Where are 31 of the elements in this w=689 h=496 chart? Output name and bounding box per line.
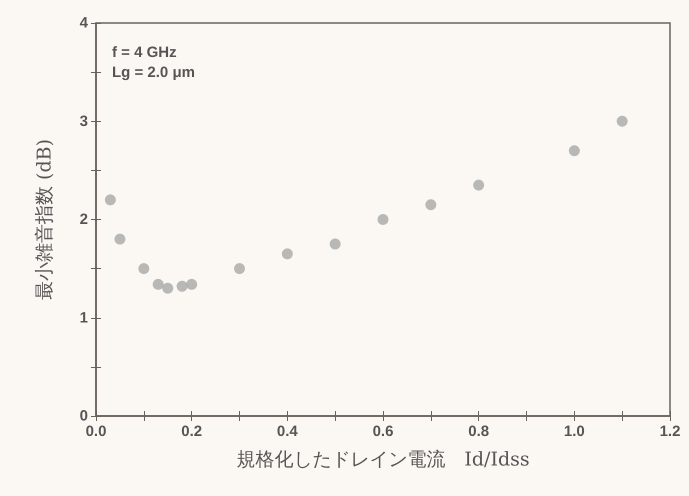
point [378,214,388,225]
x-axis-title: 規格化したドレイン電流 Id/Idss [236,448,530,470]
x-tick-label: 0.6 [372,423,394,440]
point [176,280,188,292]
y-tick-label: 3 [80,112,88,130]
point [114,234,126,245]
point [568,145,580,156]
x-tick-label: 0.8 [468,423,490,440]
text: 0.0 [86,423,106,440]
point [234,263,245,274]
point [186,278,198,290]
point [104,194,116,206]
x-tick-label: 0.2 [181,423,202,440]
point [282,248,293,260]
y-tick-label: 0 [80,408,88,424]
x-tick-label: 1.2 [660,423,680,440]
y-tick-label: 4 [80,14,89,32]
point [616,116,628,127]
point [162,282,174,294]
annotation: Lg = 2.0 μm [112,64,195,81]
y-tick-label: 2 [80,211,88,228]
point [425,199,436,210]
point [330,238,341,250]
point [473,180,484,191]
x-tick-label: 0.4 [276,423,298,440]
x-tick-label: 1.0 [564,423,585,440]
point [152,278,164,290]
point [138,263,150,274]
y-tick-label: 1 [80,309,88,326]
annotation: f = 4 GHz [112,44,177,61]
y-axis-title: 最小雑音指数 (dB) [34,139,56,300]
